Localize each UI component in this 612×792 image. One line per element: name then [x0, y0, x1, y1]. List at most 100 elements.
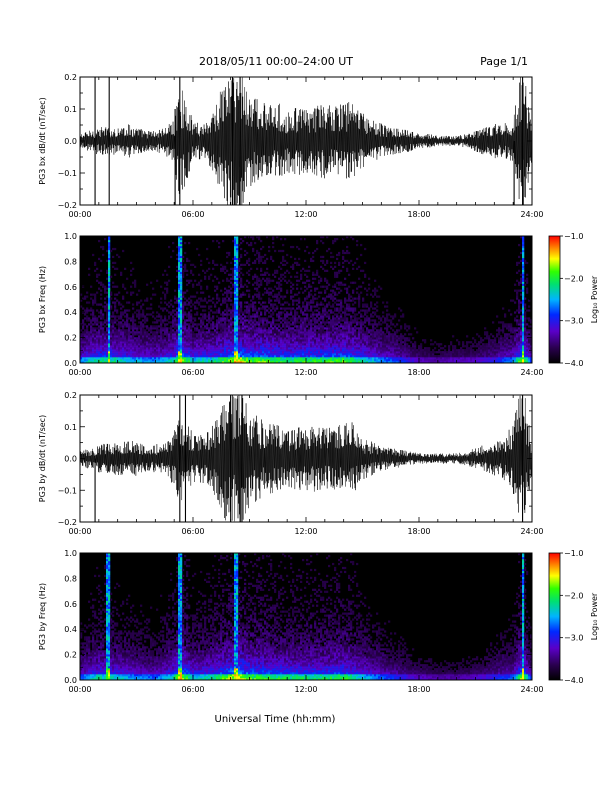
spectrogram-cell [256, 353, 259, 356]
spectrogram-cell [214, 323, 217, 326]
spectrogram-cell [338, 309, 341, 312]
spectrogram-cell [368, 355, 371, 358]
spectrogram-cell [82, 307, 85, 310]
spectrogram-cell [314, 277, 317, 280]
spectrogram-cell [298, 355, 301, 358]
spectrogram-cell [236, 247, 239, 251]
spectrogram-cell [198, 329, 201, 332]
spectrogram-cell [288, 333, 291, 336]
spectrogram-cell [140, 327, 143, 330]
spectrogram-cell [252, 307, 255, 310]
spectrogram-cell [232, 323, 235, 326]
spectrogram-cell [384, 335, 387, 338]
spectrogram-cell [130, 337, 133, 340]
spectrogram-cell [250, 341, 253, 344]
spectrogram-cell [256, 333, 259, 336]
spectrogram-cell [350, 309, 353, 312]
spectrogram-cell [174, 313, 177, 316]
spectrogram-cell [374, 341, 377, 344]
spectrogram-cell [160, 325, 163, 328]
spectrogram-cell [304, 323, 307, 326]
spectrogram-cell [86, 339, 89, 342]
spectrogram-cell [290, 339, 293, 342]
spectrogram-cell [100, 281, 103, 284]
spectrogram-cell [158, 335, 161, 338]
spectrogram-cell [374, 349, 377, 352]
spectrogram-cell [372, 327, 375, 330]
spectrogram-cell [334, 283, 337, 286]
spectrogram-cell [312, 331, 315, 334]
spectrogram-cell [226, 335, 229, 338]
spectrogram-cell [146, 317, 149, 320]
spectrogram-cell [192, 339, 195, 342]
spectrogram-cell [200, 351, 203, 354]
spectrogram-cell [360, 253, 363, 257]
spectrogram-cell [334, 351, 337, 354]
spectrogram-cell [124, 353, 127, 356]
spectrogram-cell [346, 337, 349, 340]
spectrogram-cell [194, 339, 197, 342]
spectrogram-cell [218, 331, 221, 334]
spectrogram-cell [292, 265, 295, 268]
spectrogram-cell [92, 327, 95, 330]
spectrogram-cell [308, 349, 311, 352]
spectrogram-cell [368, 353, 371, 356]
spectrogram-cell [226, 337, 229, 340]
spectrogram-cell [186, 353, 189, 356]
spectrogram-cell [270, 343, 273, 346]
spectrogram-cell [362, 321, 365, 324]
spectrogram-cell [168, 265, 171, 268]
spectrogram-cell [216, 285, 219, 288]
spectrogram-cell [248, 273, 251, 276]
spectrogram-cell [106, 343, 109, 346]
spectrogram-cell [210, 331, 213, 334]
spectrogram-cell [312, 351, 315, 354]
spectrogram-cell [304, 313, 307, 316]
spectrogram-cell [232, 357, 235, 360]
spectrogram-cell [134, 353, 137, 356]
spectrogram-cell [318, 333, 321, 336]
spectrogram-cell [154, 353, 157, 356]
spectrogram-cell [130, 269, 133, 272]
spectrogram-cell [100, 353, 103, 356]
spectrogram-cell [354, 329, 357, 332]
spectrogram-cell [370, 313, 373, 316]
spectrogram-cell [88, 309, 91, 312]
spectrogram-cell [178, 293, 181, 296]
spectrogram-cell [370, 353, 373, 356]
spectrogram-cell [340, 329, 343, 332]
spectrogram-cell [280, 313, 283, 316]
spectrogram-cell [366, 333, 369, 336]
spectrogram-cell [340, 315, 343, 318]
spectrogram-cell [330, 293, 333, 296]
spectrogram-cell [312, 271, 315, 274]
spectrogram-cell [368, 345, 371, 348]
spectrogram-cell [176, 245, 179, 249]
spectrogram-cell [350, 335, 353, 338]
spectrogram-cell [268, 357, 271, 360]
spectrogram-cell [384, 349, 387, 352]
spectrogram-cell [278, 311, 281, 314]
spectrogram-cell [244, 353, 247, 356]
spectrogram-cell [92, 349, 95, 352]
spectrogram-cell [224, 301, 227, 304]
spectrogram-cell [300, 347, 303, 350]
spectrogram-cell [208, 321, 211, 324]
spectrogram-cell [276, 319, 279, 322]
spectrogram-cell [270, 349, 273, 352]
spectrogram-cell [332, 295, 335, 298]
spectrogram-cell [166, 339, 169, 342]
spectrogram-cell [208, 353, 211, 356]
spectrogram-cell [172, 317, 175, 320]
spectrogram-cell [162, 341, 165, 344]
spectrogram-cell [378, 343, 381, 346]
spectrogram-cell [94, 329, 97, 332]
spectrogram-cell [294, 329, 297, 332]
spectrogram-cell [316, 335, 319, 338]
spectrogram-cell [322, 317, 325, 320]
spectrogram-cell [196, 357, 199, 360]
spectrogram-cell [360, 341, 363, 344]
spectrogram-cell [220, 333, 223, 336]
spectrogram-cell [304, 337, 307, 340]
spectrogram-cell [166, 345, 169, 348]
